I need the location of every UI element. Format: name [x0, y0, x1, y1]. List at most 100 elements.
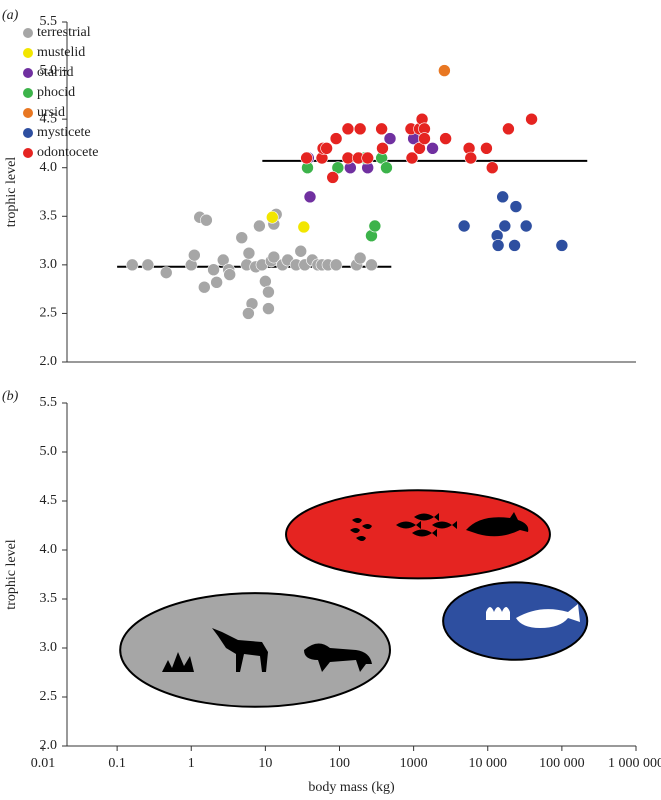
data-point	[426, 141, 439, 155]
data-point	[253, 219, 266, 233]
data-point	[353, 251, 367, 265]
data-point	[265, 210, 279, 224]
legend-marker	[23, 88, 33, 98]
data-point	[502, 122, 515, 136]
crustacean-icon	[350, 518, 372, 541]
data-point	[341, 122, 355, 136]
x-tick-label: 0.01	[31, 756, 56, 771]
silhouettes	[162, 512, 580, 672]
data-point	[496, 190, 509, 204]
data-point	[242, 246, 256, 260]
data-point	[508, 239, 521, 252]
data-point	[294, 244, 308, 258]
data-point	[480, 141, 493, 155]
data-point	[159, 266, 173, 279]
data-point	[141, 258, 155, 272]
x-tick-label: 100	[329, 756, 350, 771]
data-point	[380, 161, 393, 175]
y-tick-label: 4.0	[40, 160, 58, 175]
y-tick-label: 2.0	[40, 354, 58, 369]
data-point	[365, 258, 378, 272]
legend-marker	[23, 68, 33, 78]
data-point	[242, 307, 255, 320]
data-point	[331, 161, 345, 175]
y-axis-label: trophic level	[4, 157, 19, 227]
data-point	[207, 263, 220, 277]
data-point	[320, 141, 333, 155]
y-tick-label: 2.0	[40, 738, 58, 753]
y-tick-label: 4.5	[40, 493, 58, 508]
data-point	[216, 253, 230, 267]
data-point	[223, 268, 236, 281]
y-tick-label: 4.0	[40, 542, 58, 557]
antelope-icon	[212, 628, 268, 672]
legend-label: terrestrial	[37, 25, 91, 40]
lion-icon	[304, 643, 372, 672]
legend-label: mustelid	[37, 45, 85, 60]
data-point	[418, 132, 431, 145]
y-tick-label: 5.5	[40, 14, 58, 29]
data-point	[210, 276, 223, 289]
y-tick-label: 3.5	[40, 591, 58, 606]
panel-label: (b)	[2, 389, 19, 404]
data-point	[235, 231, 249, 244]
data-point	[259, 275, 272, 288]
legend-label: phocid	[37, 85, 75, 100]
data-point	[439, 132, 452, 145]
data-point	[498, 219, 512, 233]
grass-icon	[162, 652, 194, 672]
dolphin-icon	[466, 512, 529, 537]
whale-icon	[516, 604, 580, 628]
legend-marker	[23, 148, 33, 158]
data-point	[200, 213, 213, 227]
data-point	[353, 122, 367, 136]
legend-label: mysticete	[37, 125, 91, 140]
data-point	[198, 280, 211, 294]
data-point	[485, 161, 499, 175]
data-point	[329, 258, 343, 272]
data-point	[329, 132, 343, 145]
legend-label: ursid	[37, 105, 65, 120]
legend-marker	[23, 28, 33, 38]
y-tick-label: 5.0	[40, 63, 58, 78]
data-point	[375, 122, 388, 136]
x-tick-label: 0.1	[108, 756, 126, 771]
legend-label: odontocete	[37, 145, 98, 160]
x-tick-label: 1	[188, 756, 195, 771]
krill-icon	[486, 607, 510, 620]
data-point	[300, 151, 313, 165]
data-point	[383, 132, 397, 145]
data-point	[267, 250, 281, 264]
data-point	[491, 239, 505, 252]
niche-ellipse	[442, 581, 589, 661]
data-point	[125, 258, 139, 272]
y-tick-label: 5.5	[40, 395, 58, 410]
legend-marker	[23, 108, 33, 118]
data-point	[262, 285, 275, 299]
legend-label: otariid	[37, 65, 74, 80]
y-tick-label: 2.5	[40, 306, 58, 321]
legend-marker	[23, 128, 33, 138]
y-tick-label: 5.0	[40, 444, 58, 459]
data-point	[326, 171, 340, 184]
x-tick-label: 1 000 000	[608, 756, 661, 771]
data-point	[525, 112, 538, 126]
data-point	[457, 219, 471, 233]
x-tick-label: 1000	[400, 756, 428, 771]
legend-marker	[23, 48, 33, 58]
data-point	[376, 141, 389, 155]
data-point	[509, 200, 523, 213]
data-point	[297, 220, 311, 234]
y-tick-label: 3.0	[40, 640, 58, 655]
y-axis-label: trophic level	[4, 539, 19, 609]
x-tick-label: 100 000	[539, 756, 585, 771]
data-point	[519, 219, 533, 233]
data-point	[361, 151, 374, 165]
data-point	[188, 248, 201, 262]
data-point	[555, 239, 569, 252]
panel-label: (a)	[2, 8, 19, 23]
data-point	[464, 151, 478, 165]
y-tick-label: 2.5	[40, 689, 58, 704]
data-point	[438, 64, 451, 77]
